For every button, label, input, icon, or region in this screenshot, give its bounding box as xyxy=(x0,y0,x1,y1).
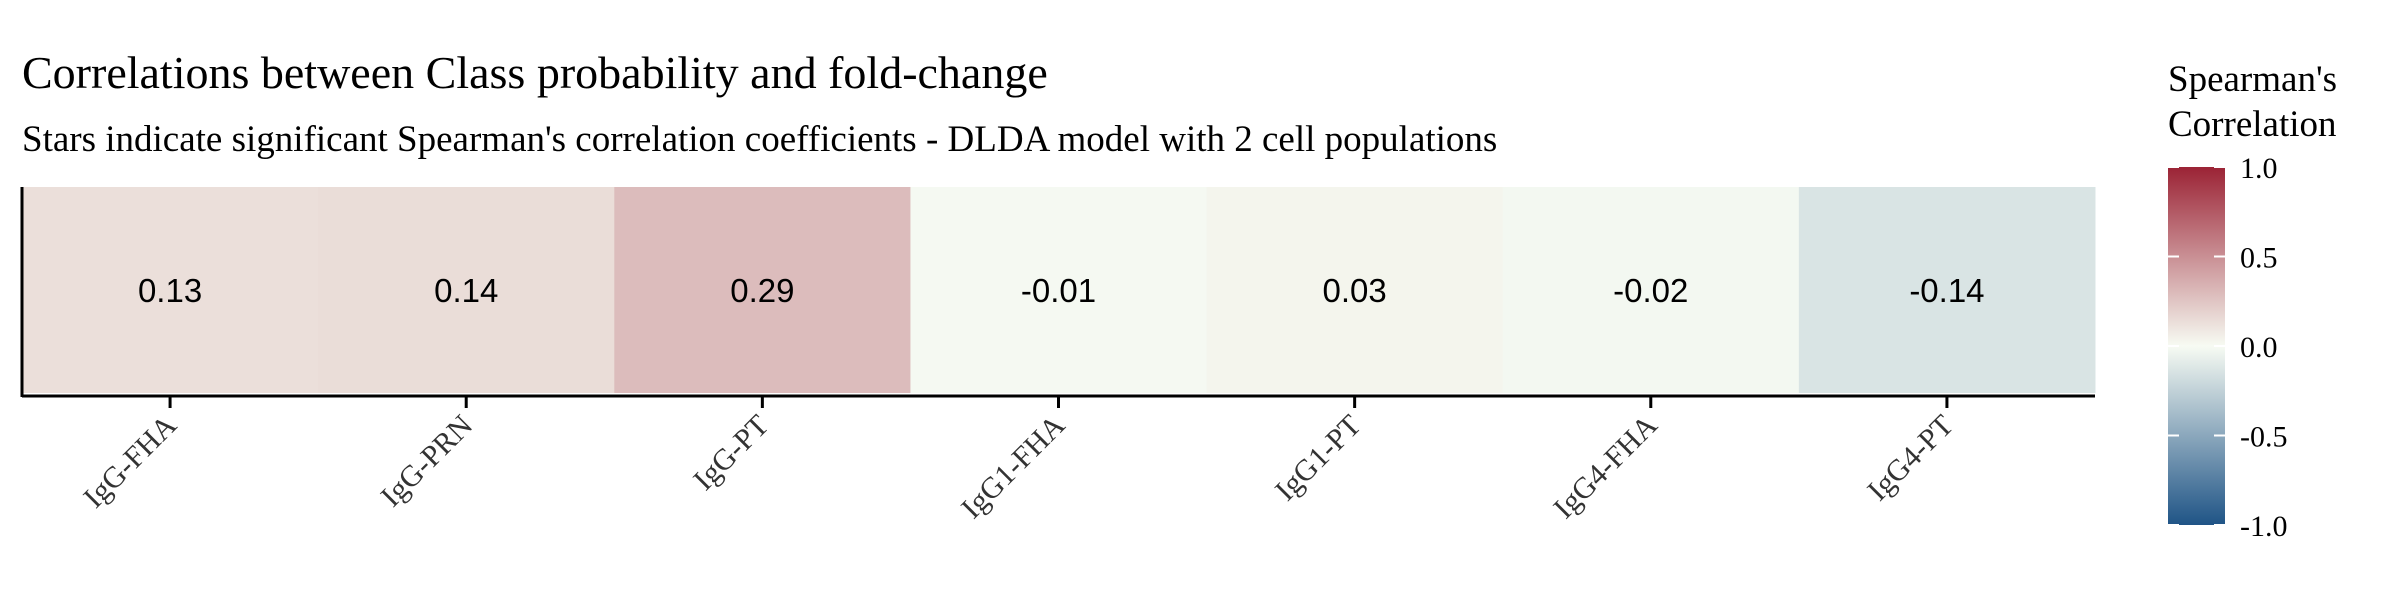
legend-tick-label: 0.5 xyxy=(2240,242,2278,275)
x-tick-label: IgG-PT xyxy=(687,409,775,497)
cell-value-label: -0.02 xyxy=(1613,272,1688,309)
x-axis-tick-labels: IgG-FHA IgG-PRN IgG-PT IgG1-FHA IgG1-PT IgG4-… xyxy=(77,408,1960,525)
cell-value-label: -0.14 xyxy=(1909,272,1984,309)
heatmap-cell-IgG1-PT xyxy=(1206,187,1504,393)
legend-tick-label: 1.0 xyxy=(2240,152,2278,185)
heatmap-cell-IgG4-PT xyxy=(1798,187,2096,393)
x-axis-ticks xyxy=(168,397,1949,408)
cell-value-label: 0.03 xyxy=(1323,272,1387,309)
x-tick-label: IgG-FHA xyxy=(77,408,183,514)
heatmap-cell-labels: 0.13 0.14 0.29 -0.01 0.03 -0.02 -0.14 xyxy=(138,272,1985,309)
legend-title-line2: Correlation xyxy=(2168,104,2337,145)
legend-tick-label: 0.0 xyxy=(2240,331,2278,364)
chart-subtitle: Stars indicate significant Spearman's co… xyxy=(22,119,1497,160)
legend-tick-label: -0.5 xyxy=(2240,421,2288,454)
cell-value-label: -0.01 xyxy=(1021,272,1096,309)
x-tick-label: IgG4-FHA xyxy=(1547,408,1664,525)
x-tick-label: IgG-PRN xyxy=(375,409,480,514)
heatmap-cell-IgG-PRN xyxy=(318,187,615,393)
cell-value-label: 0.13 xyxy=(138,272,202,309)
legend-ticks xyxy=(2168,166,2225,526)
cell-value-label: 0.29 xyxy=(730,272,794,309)
heatmap-cell-IgG4-FHA xyxy=(1502,187,1800,393)
cell-value-label: 0.14 xyxy=(434,272,498,309)
heatmap-cell-IgG1-FHA xyxy=(910,187,1208,393)
legend-tick-label: -1.0 xyxy=(2240,510,2288,543)
heatmap-cells xyxy=(22,187,2096,393)
legend-tick-labels: 1.0 0.5 0.0 -0.5 -1.0 xyxy=(2240,152,2288,543)
heatmap-cell-IgG-FHA xyxy=(22,187,319,393)
legend-title-line1: Spearman's xyxy=(2168,59,2337,100)
heatmap-cell-IgG-PT xyxy=(614,187,911,393)
chart-title: Correlations between Class probability a… xyxy=(22,47,1048,98)
x-tick-label: IgG4-PT xyxy=(1861,409,1960,508)
x-tick-label: IgG1-PT xyxy=(1269,409,1368,508)
x-tick-label: IgG1-FHA xyxy=(955,408,1072,525)
